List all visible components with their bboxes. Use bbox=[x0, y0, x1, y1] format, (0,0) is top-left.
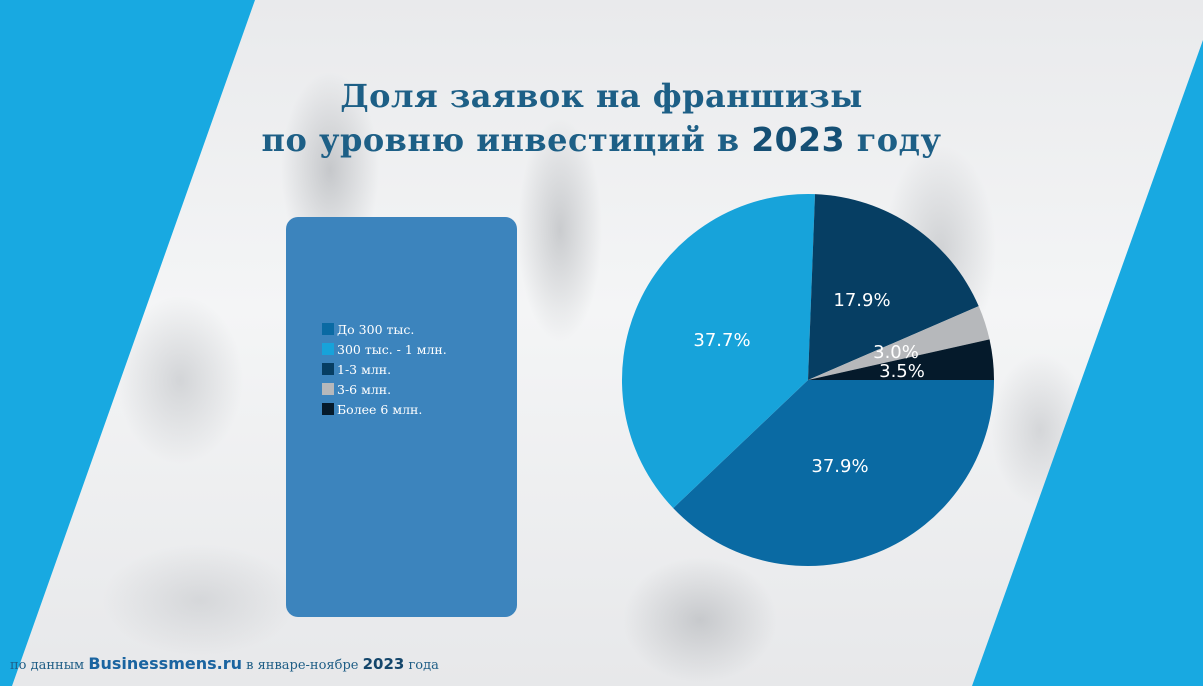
right-accent-polygon bbox=[972, 40, 1203, 686]
legend-item: 3-6 млн. bbox=[322, 379, 447, 399]
left-accent-polygon bbox=[0, 0, 255, 686]
pie-slice bbox=[621, 193, 816, 509]
legend-label: Более 6 млн. bbox=[337, 401, 423, 417]
footer-prefix: по данным bbox=[10, 658, 85, 673]
legend-swatch bbox=[322, 323, 334, 335]
legend-swatch bbox=[322, 383, 334, 395]
footer-middle: в январе-ноябре bbox=[246, 658, 359, 673]
source-footnote: по данным Businessmens.ru в январе-ноябр… bbox=[10, 652, 439, 676]
slice-value-label: 3.0% bbox=[873, 342, 919, 363]
legend-panel: До 300 тыс. 300 тыс. - 1 млн. 1-3 млн. 3-6 … bbox=[286, 217, 517, 617]
legend-label: 300 тыс. - 1 млн. bbox=[337, 341, 447, 357]
footer-suffix: года bbox=[408, 658, 439, 673]
title-line-2-suffix: году bbox=[856, 121, 942, 159]
legend-swatch bbox=[322, 403, 334, 415]
pie-slice bbox=[808, 306, 990, 380]
chart-title: Доля заявок на франшизы по уровню инвест… bbox=[0, 74, 1203, 162]
title-line-1: Доля заявок на франшизы bbox=[340, 77, 863, 115]
legend: До 300 тыс. 300 тыс. - 1 млн. 1-3 млн. 3-6 … bbox=[322, 319, 447, 419]
legend-swatch bbox=[322, 343, 334, 355]
legend-label: 3-6 млн. bbox=[337, 381, 392, 397]
pie-slice bbox=[808, 194, 979, 380]
footer-brand: Businessmens.ru bbox=[88, 654, 242, 673]
pie-slice bbox=[673, 380, 994, 567]
title-year: 2023 bbox=[751, 120, 846, 159]
legend-label: До 300 тыс. bbox=[337, 321, 415, 337]
legend-item: Более 6 млн. bbox=[322, 399, 447, 419]
legend-swatch bbox=[322, 363, 334, 375]
title-line-2: по уровню инвестиций в 2023 году bbox=[0, 118, 1203, 162]
title-line-2-prefix: по уровню инвестиций в bbox=[261, 121, 740, 159]
slice-value-label: 37.9% bbox=[811, 456, 868, 477]
legend-item: 300 тыс. - 1 млн. bbox=[322, 339, 447, 359]
legend-item: До 300 тыс. bbox=[322, 319, 447, 339]
slice-value-label: 3.5% bbox=[879, 361, 925, 382]
slice-value-label: 37.7% bbox=[693, 330, 750, 351]
slice-value-label: 17.9% bbox=[833, 290, 890, 311]
pie-slice bbox=[808, 339, 994, 380]
legend-label: 1-3 млн. bbox=[337, 361, 392, 377]
legend-item: 1-3 млн. bbox=[322, 359, 447, 379]
footer-year: 2023 bbox=[362, 655, 405, 673]
